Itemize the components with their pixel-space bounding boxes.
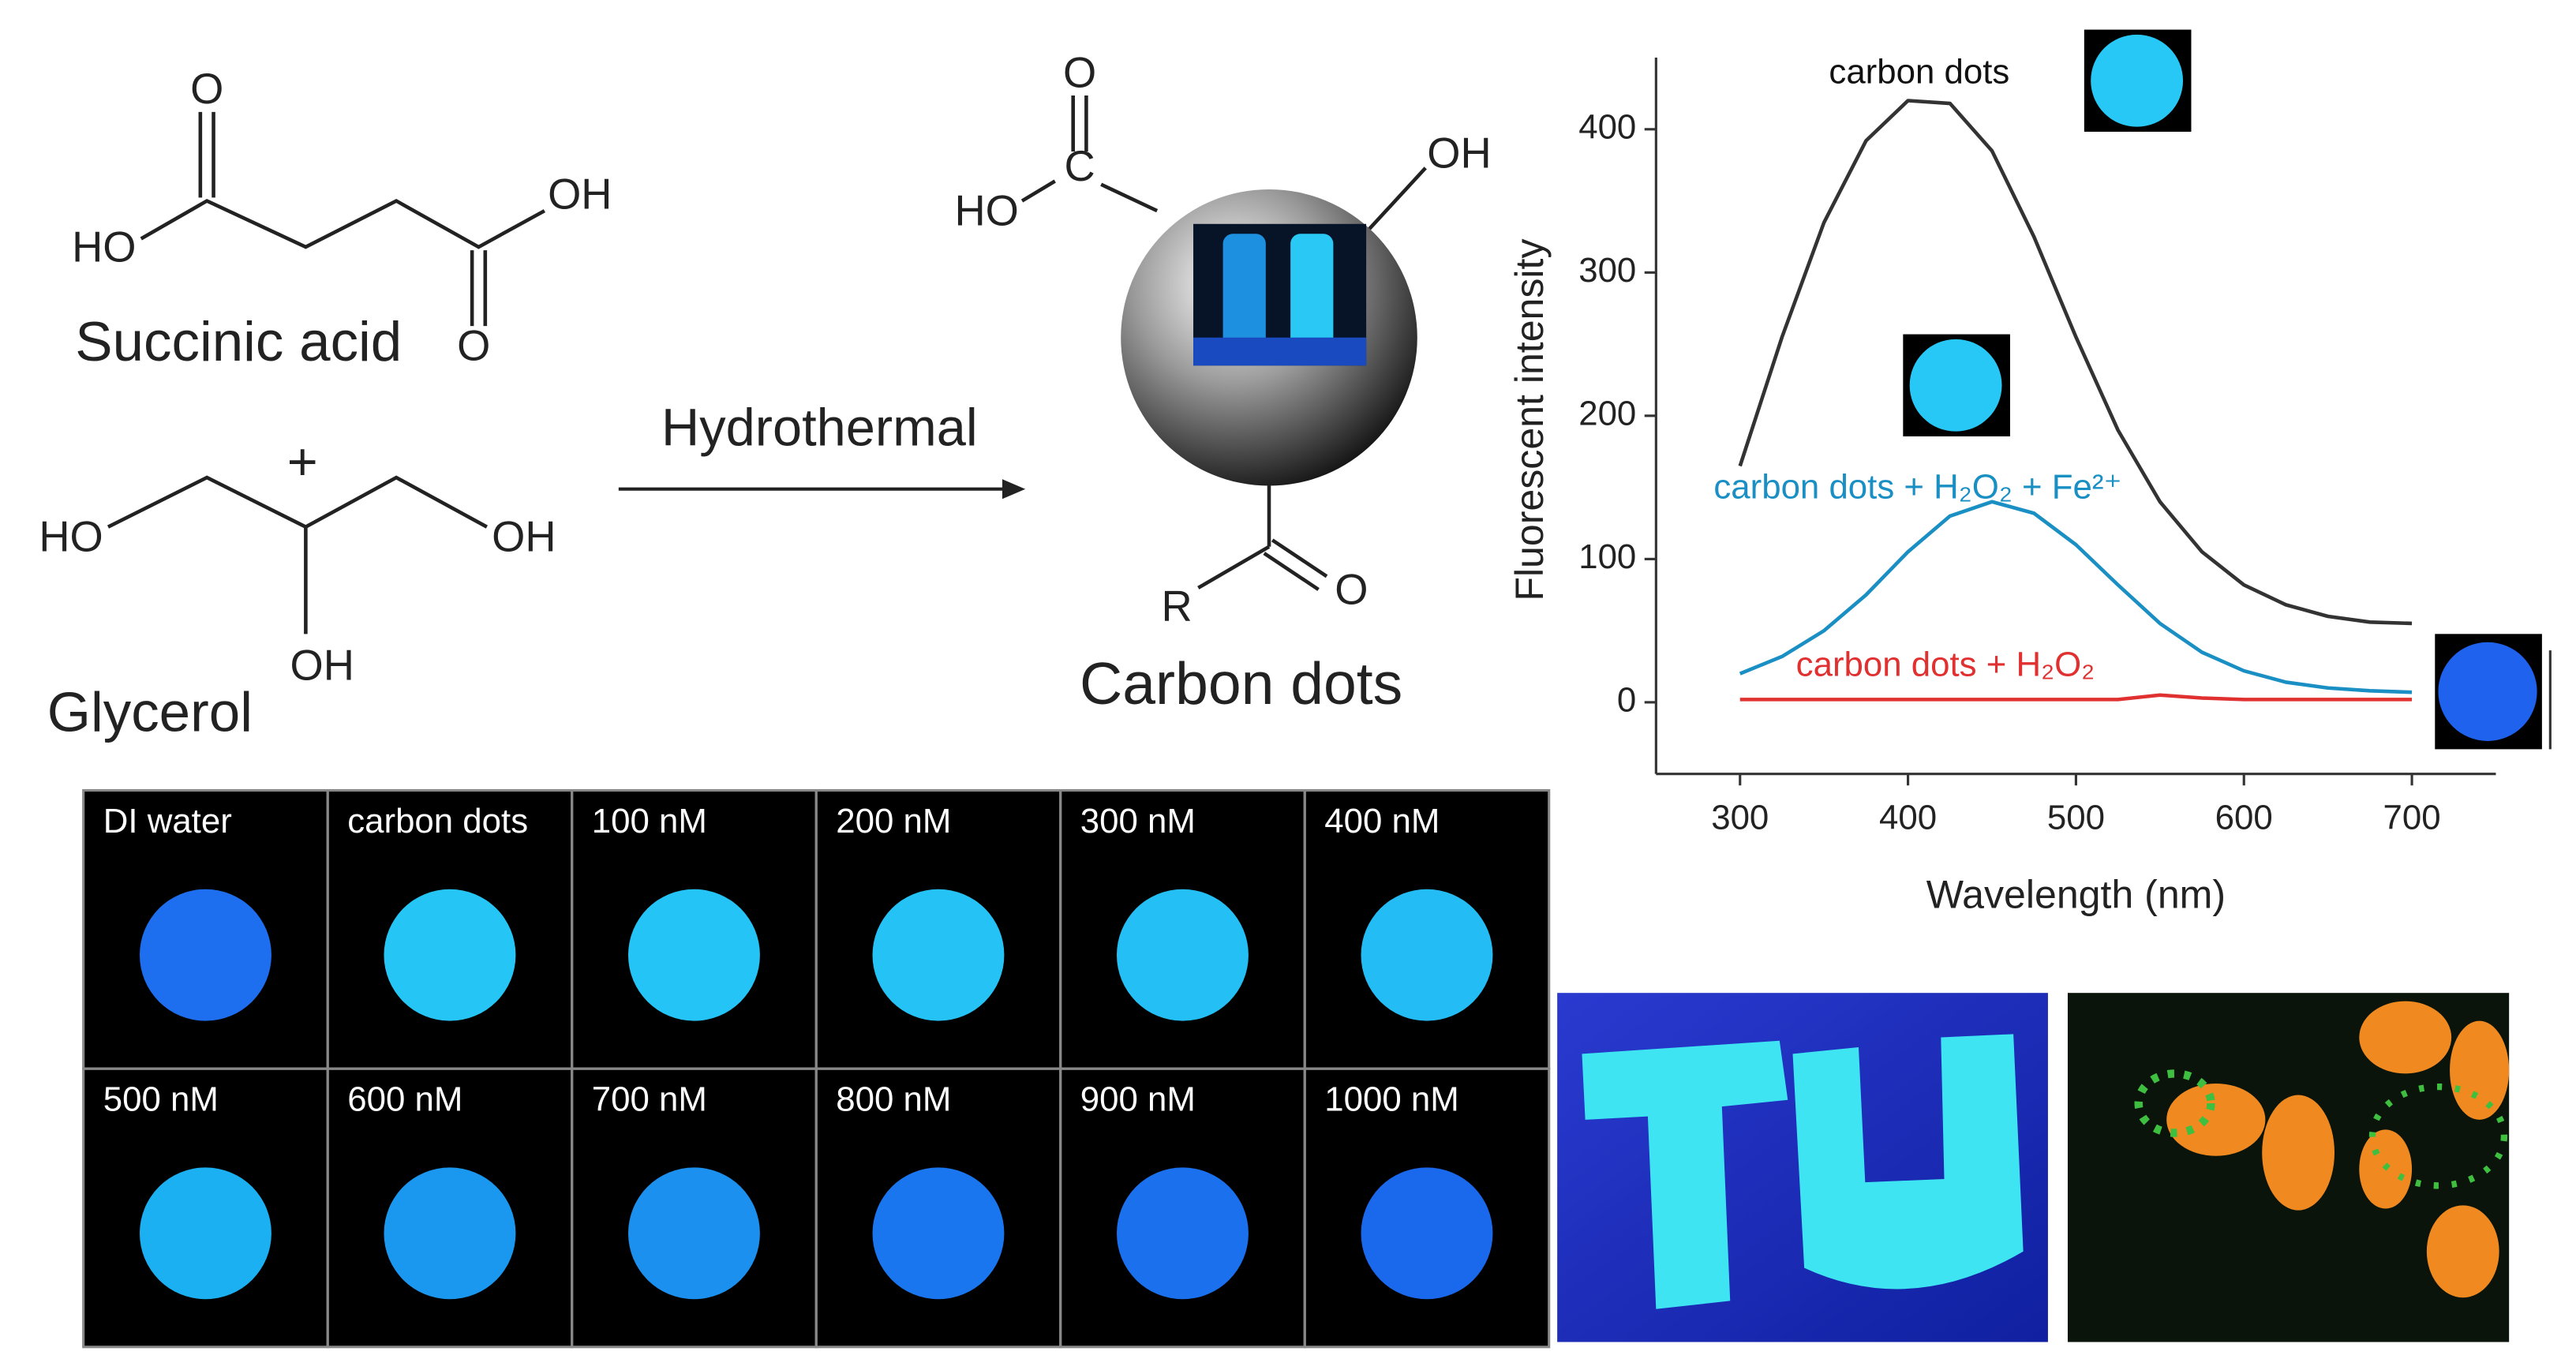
bond — [1366, 167, 1427, 232]
series-label: carbon dots + H₂O₂ + Fe²⁺ — [1713, 467, 2121, 506]
y-axis-label: Fluorescent intensity — [1507, 239, 1552, 601]
atom-label: OH — [548, 171, 612, 219]
atom-label: HO — [72, 223, 136, 271]
tu-photo — [1557, 993, 2048, 1342]
sample-spot — [627, 1167, 760, 1300]
y-tick-label: 100 — [1578, 537, 1636, 576]
atom-label: O — [1335, 566, 1368, 613]
arrow-label: Hydrothermal — [661, 399, 978, 457]
line-series — [1738, 99, 2413, 626]
series-label: carbon dots — [1829, 52, 2009, 91]
arrow-head — [1002, 479, 1026, 500]
cell-photo — [2067, 993, 2510, 1342]
sample-spot — [1117, 889, 1249, 1021]
cell — [2262, 1095, 2334, 1211]
cell-label: DI water — [103, 802, 232, 840]
atom-label: O — [457, 323, 490, 370]
atom-label: R — [1162, 582, 1193, 630]
sample-spot — [384, 1167, 516, 1300]
letter-t — [1582, 1040, 1788, 1309]
atom-label: OH — [290, 642, 354, 689]
cell — [2450, 1020, 2510, 1120]
series-label: carbon dots + H₂O₂ — [1796, 646, 2095, 684]
glycerol: HO OH OH Glycerol — [39, 475, 556, 743]
sample-spot — [1117, 1167, 1249, 1300]
fluorescence — [2368, 1083, 2508, 1189]
sample-spot — [627, 889, 760, 1021]
line-series — [1739, 500, 2413, 694]
carbon-dot: O HO C OH R O Carbon dots — [954, 49, 1491, 717]
molecule-name: Carbon dots — [1080, 650, 1402, 717]
bond — [1020, 179, 1056, 203]
atom-label: HO — [954, 188, 1018, 235]
sample-spot — [872, 889, 1005, 1021]
cell — [2426, 1205, 2499, 1298]
cell-label: 300 nM — [1080, 802, 1196, 840]
atom-label: C — [1064, 143, 1095, 190]
sample-spot — [1909, 339, 2002, 432]
plus-sign: + — [287, 433, 318, 492]
sample-spot — [1361, 889, 1493, 1021]
photo-grid-cells: DI water carbon dots 100 nM 200 nM 300 nM 400… — [82, 788, 1551, 1349]
sample-spot — [2438, 642, 2537, 741]
sample-spot — [139, 889, 271, 1021]
cell-label: 200 nM — [836, 802, 951, 840]
x-tick-label: 700 — [2383, 799, 2441, 837]
y-tick-label: 0 — [1617, 680, 1636, 719]
bond — [1263, 552, 1320, 591]
succinic-acid: O HO OH O Succinic acid — [72, 66, 612, 373]
y-tick-label: 200 — [1578, 394, 1636, 432]
sample-spot — [872, 1167, 1005, 1300]
bond — [1271, 538, 1328, 578]
cell-label: 100 nM — [592, 802, 707, 840]
y-tick-label: 300 — [1578, 251, 1636, 290]
atom-label: HO — [39, 514, 103, 561]
molecule-name: Glycerol — [47, 681, 253, 743]
letter-u — [1792, 1034, 2024, 1290]
fluorescence — [2134, 1069, 2215, 1137]
x-tick-label: 300 — [1711, 799, 1769, 837]
chart: Fluorescent intensity Wavelength (nm) 0 1… — [1507, 29, 2552, 916]
x-tick-label: 400 — [1879, 799, 1937, 837]
vial — [1222, 234, 1266, 353]
atom-label: OH — [1427, 130, 1491, 178]
bond — [140, 198, 546, 249]
cell-label: 400 nM — [1324, 802, 1440, 840]
atom-label: OH — [492, 514, 556, 561]
inset-glow — [1193, 337, 1367, 366]
x-axis-label: Wavelength (nm) — [1926, 872, 2226, 916]
x-tick-label: 600 — [2215, 799, 2273, 837]
atom-label: O — [190, 66, 223, 113]
cell-label: 500 nM — [103, 1080, 219, 1118]
sample-spot — [139, 1167, 271, 1300]
cell — [2359, 1001, 2452, 1074]
sample-spot — [1361, 1167, 1493, 1300]
cell-label: 700 nM — [592, 1080, 707, 1118]
cell-label: 1000 nM — [1324, 1080, 1458, 1118]
atom-label: O — [1063, 49, 1096, 96]
cell-label: carbon dots — [347, 802, 528, 840]
sample-spot — [2091, 34, 2184, 127]
cell-label: 900 nM — [1080, 1080, 1196, 1118]
cell-label: 800 nM — [836, 1080, 951, 1118]
cell-label: 600 nM — [347, 1080, 462, 1118]
bond — [1197, 545, 1271, 590]
x-tick-label: 500 — [2047, 799, 2105, 837]
cell — [2166, 1083, 2266, 1156]
sample-spot — [384, 889, 516, 1021]
line-series — [1739, 693, 2413, 702]
y-tick-label: 400 — [1578, 107, 1636, 146]
grid-cell — [1303, 1067, 1551, 1349]
vial — [1290, 234, 1334, 353]
molecule-name: Succinic acid — [75, 311, 402, 373]
bond — [1100, 182, 1159, 213]
